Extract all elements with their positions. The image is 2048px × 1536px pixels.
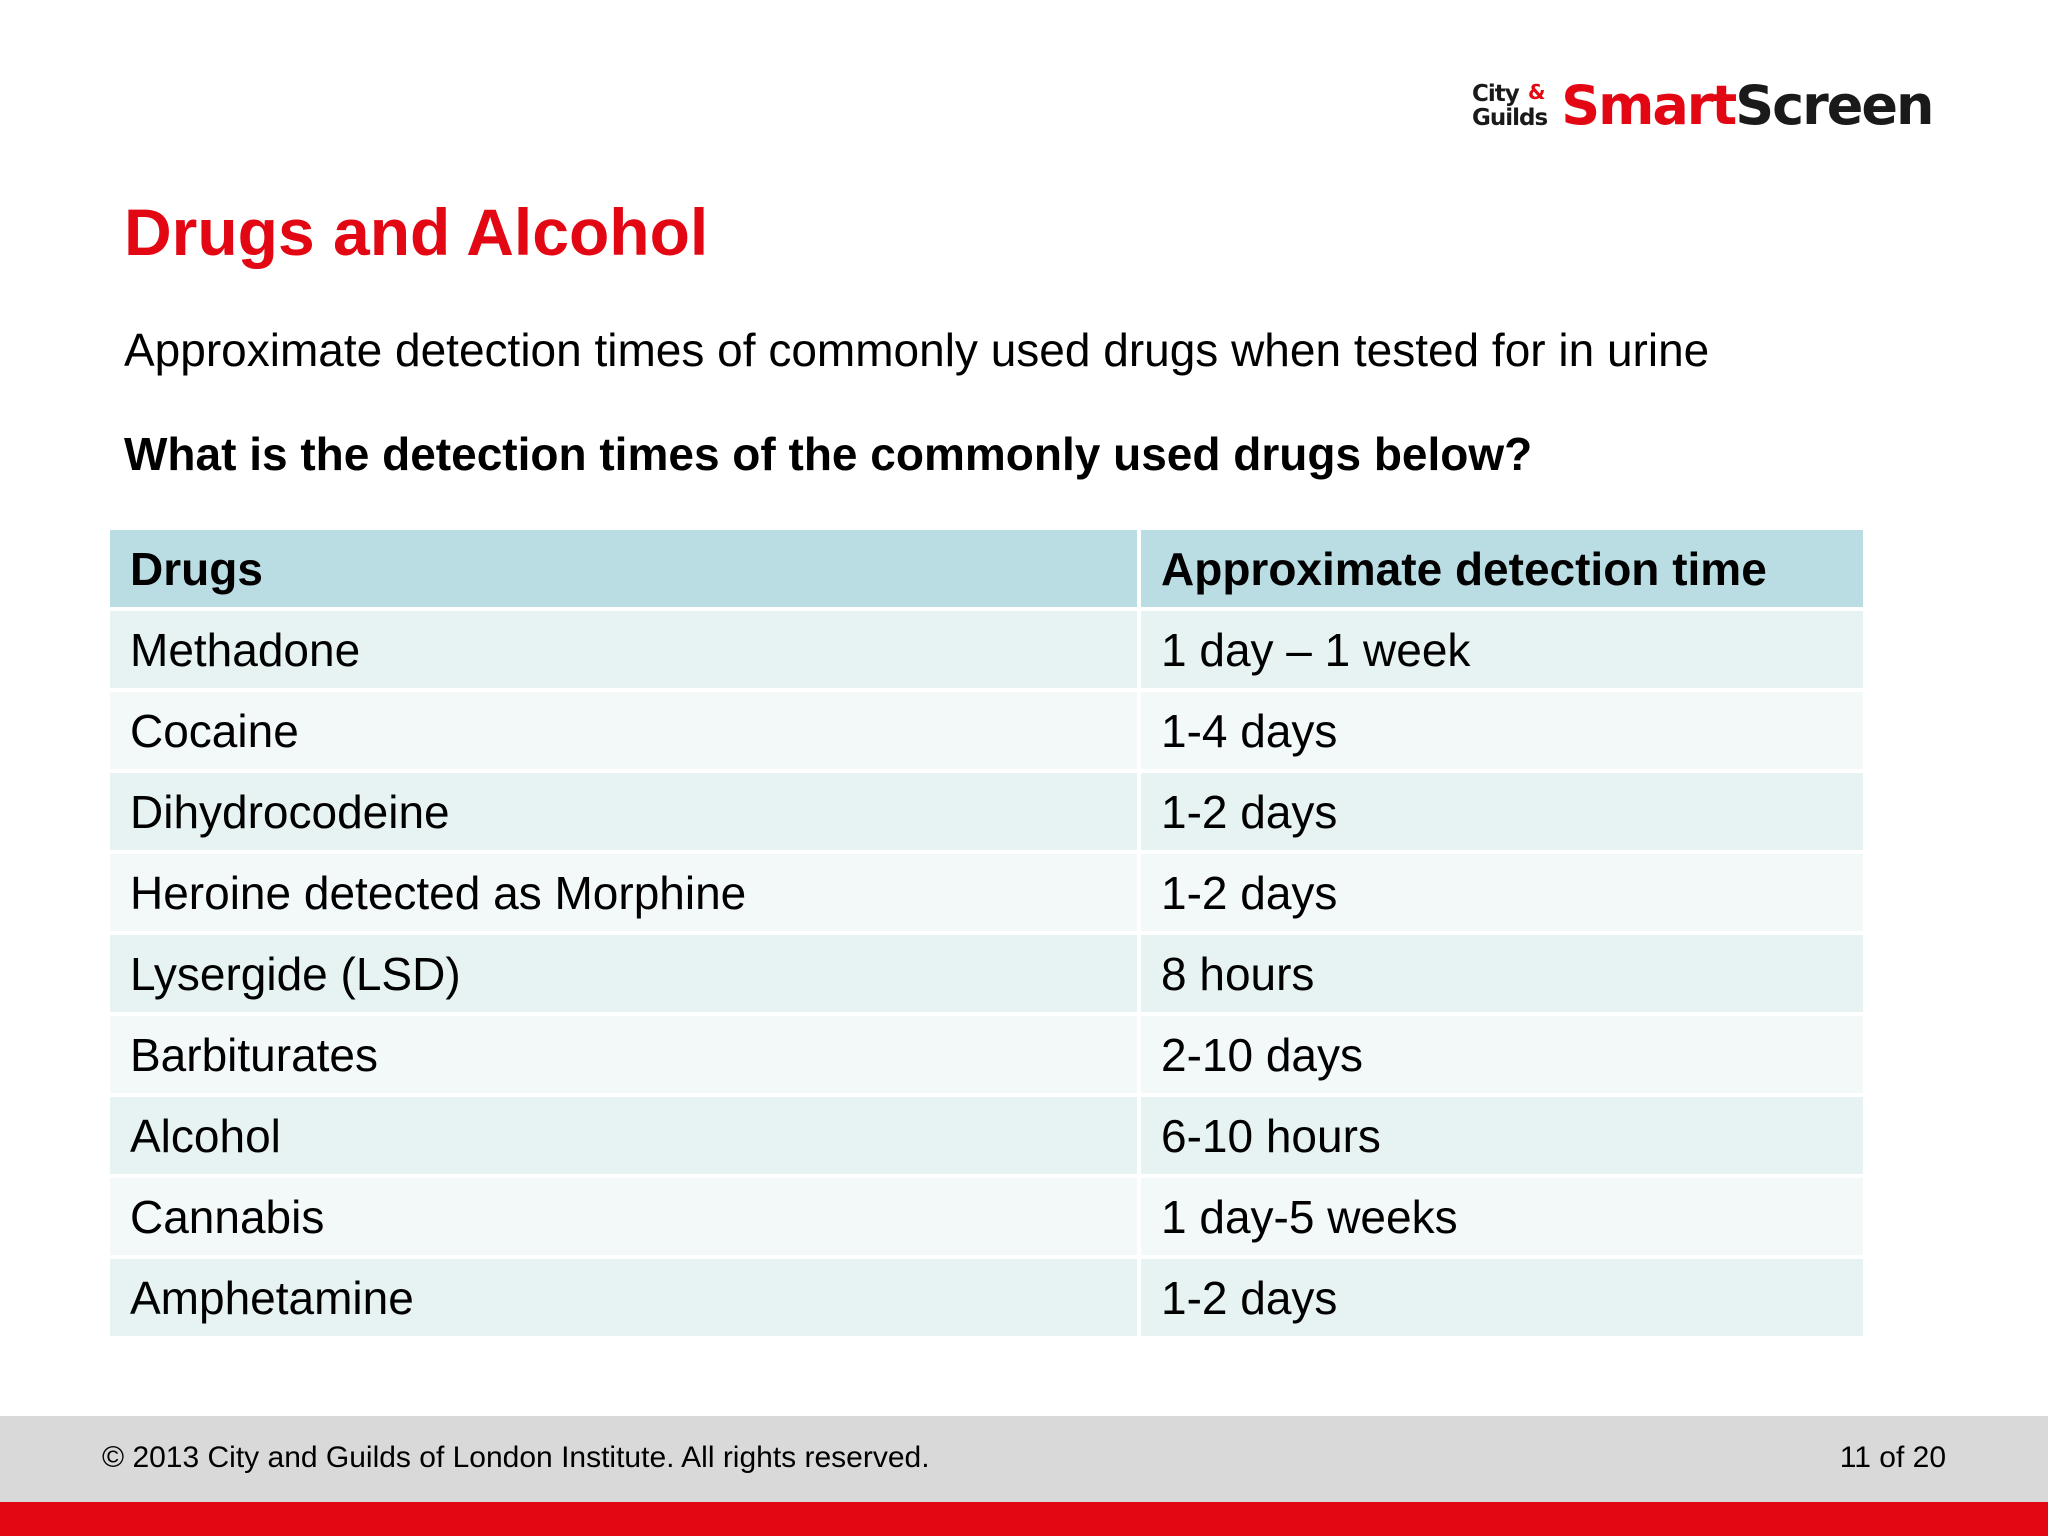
slide-title: Drugs and Alcohol bbox=[124, 195, 709, 269]
detection-times-table: Drugs Approximate detection time Methado… bbox=[106, 526, 1867, 1340]
slide-footer: © 2013 City and Guilds of London Institu… bbox=[0, 1416, 2048, 1502]
drug-name: Alcohol bbox=[106, 1093, 1141, 1178]
detection-time: 1-4 days bbox=[1137, 688, 1867, 773]
table-row: Dihydrocodeine 1-2 days bbox=[106, 769, 1867, 854]
detection-time: 1-2 days bbox=[1137, 769, 1867, 854]
header-drugs: Drugs bbox=[106, 526, 1141, 611]
drug-name: Amphetamine bbox=[106, 1255, 1141, 1340]
bottom-accent-bar bbox=[0, 1502, 2048, 1536]
drug-name: Cannabis bbox=[106, 1174, 1141, 1259]
page-number: 11 of 20 bbox=[1839, 1441, 1946, 1474]
detection-time: 1-2 days bbox=[1137, 850, 1867, 935]
table-row: Amphetamine 1-2 days bbox=[106, 1255, 1867, 1340]
drug-name: Lysergide (LSD) bbox=[106, 931, 1141, 1016]
table-row: Methadone 1 day – 1 week bbox=[106, 607, 1867, 692]
logo-smart: Smart bbox=[1561, 74, 1737, 137]
drug-name: Dihydrocodeine bbox=[106, 769, 1141, 854]
table-row: Alcohol 6-10 hours bbox=[106, 1093, 1867, 1178]
detection-time: 2-10 days bbox=[1137, 1012, 1867, 1097]
city-guilds-logo-mark: City & Guilds bbox=[1472, 80, 1548, 131]
copyright-notice: © 2013 City and Guilds of London Institu… bbox=[102, 1441, 930, 1474]
table-row: Cannabis 1 day-5 weeks bbox=[106, 1174, 1867, 1259]
detection-time: 8 hours bbox=[1137, 931, 1867, 1016]
detection-time: 1 day-5 weeks bbox=[1137, 1174, 1867, 1259]
detection-time: 1-2 days bbox=[1137, 1255, 1867, 1340]
table-header-row: Drugs Approximate detection time bbox=[106, 526, 1867, 611]
logo-amp: & bbox=[1528, 80, 1545, 104]
table-row: Cocaine 1-4 days bbox=[106, 688, 1867, 773]
table-row: Lysergide (LSD) 8 hours bbox=[106, 931, 1867, 1016]
slide-subtitle: Approximate detection times of commonly … bbox=[124, 324, 1710, 376]
city-guilds-smartscreen-logo: City & Guilds SmartScreen bbox=[1472, 74, 1934, 138]
logo-city: City bbox=[1472, 81, 1520, 107]
drug-name: Heroine detected as Morphine bbox=[106, 850, 1141, 935]
table-row: Heroine detected as Morphine 1-2 days bbox=[106, 850, 1867, 935]
detection-time: 1 day – 1 week bbox=[1137, 607, 1867, 692]
drug-name: Methadone bbox=[106, 607, 1141, 692]
logo-guilds: Guilds bbox=[1472, 105, 1548, 131]
table-row: Barbiturates 2-10 days bbox=[106, 1012, 1867, 1097]
header-detection-time: Approximate detection time bbox=[1137, 526, 1867, 611]
drug-name: Barbiturates bbox=[106, 1012, 1141, 1097]
logo-screen: Screen bbox=[1735, 74, 1934, 137]
detection-time: 6-10 hours bbox=[1137, 1093, 1867, 1178]
slide-question: What is the detection times of the commo… bbox=[124, 428, 1533, 480]
drug-name: Cocaine bbox=[106, 688, 1141, 773]
smartscreen-wordmark: SmartScreen bbox=[1561, 74, 1934, 138]
